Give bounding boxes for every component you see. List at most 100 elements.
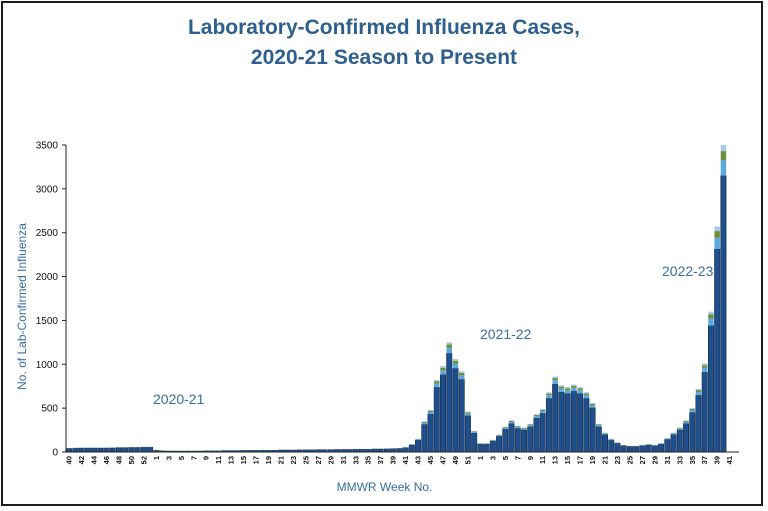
bar-segment [458, 379, 465, 453]
bar-segment [446, 353, 453, 453]
bar-segment [683, 423, 690, 453]
x-tick-label: 15 [239, 456, 248, 464]
y-tick-label: 3500 [36, 141, 59, 152]
bar-segment [533, 417, 540, 453]
bar-segment [489, 440, 496, 453]
bar-segment [708, 314, 714, 319]
chart-subtitle: 2020-21 Season to Present [250, 46, 518, 69]
bar-segment [670, 434, 677, 453]
bar-segment [471, 432, 478, 453]
x-tick-label: 5 [177, 456, 186, 460]
bar-segment [415, 439, 422, 453]
bar-segment [66, 448, 73, 453]
x-tick-label: 19 [264, 456, 273, 464]
x-tick-label: 52 [139, 456, 148, 464]
x-tick-label: 3 [164, 456, 173, 460]
bar-segment [452, 368, 459, 453]
bar-segment [508, 420, 515, 422]
bar-segment [702, 365, 708, 368]
bar-segment [689, 410, 695, 413]
bar-segment [670, 433, 677, 434]
bar-segment [421, 422, 428, 425]
bar-segment [564, 390, 571, 394]
x-tick-label: 41 [401, 456, 410, 464]
season-label-2022-23: 2022-23 [662, 263, 714, 279]
bar-segment [583, 398, 590, 453]
x-tick-label: 33 [351, 456, 360, 464]
bar-segment [440, 367, 446, 371]
bar-segment [677, 427, 683, 429]
x-tick-label: 17 [576, 456, 585, 464]
bar-segment [533, 416, 540, 419]
bar-segment [477, 443, 484, 453]
bar-segment [140, 447, 147, 453]
x-axis-label: MMWR Week No. [337, 480, 433, 494]
bar-segment [433, 387, 440, 453]
bar-segment [701, 372, 708, 453]
bar-segment [508, 421, 515, 422]
bar-segment [471, 432, 477, 434]
bar-segment [421, 424, 428, 453]
bar-segment [546, 393, 552, 396]
bar-segment [570, 390, 577, 453]
bar-segment [564, 393, 571, 453]
bar-segment [720, 151, 727, 161]
bar-segment [720, 175, 727, 453]
bar-segment [695, 388, 702, 391]
bar-segment [683, 422, 689, 424]
bar-segment [583, 393, 590, 396]
bar-segment [677, 428, 683, 430]
bar-segment [564, 388, 571, 391]
bar-segment [552, 378, 558, 381]
bar-segment [496, 434, 502, 436]
bar-segment [658, 443, 665, 453]
chart-title: Laboratory-Confirmed Influenza Cases, [187, 16, 581, 39]
x-tick-label: 29 [650, 456, 659, 464]
bar-segment [608, 439, 614, 441]
bar-segment [664, 438, 671, 440]
x-tick-label: 31 [339, 456, 348, 464]
x-tick-label: 11 [538, 456, 547, 464]
bar-segment [676, 429, 683, 453]
y-axis-label: No. of Lab-Confirmed Influenza [15, 223, 29, 390]
bar-segment [427, 409, 434, 411]
y-tick-label: 1000 [36, 360, 59, 371]
bar-segment [695, 394, 702, 453]
bar-segment [78, 447, 85, 453]
bar-segment [558, 386, 565, 389]
bar-segment [465, 413, 471, 416]
bar-segment [502, 427, 509, 430]
x-tick-label: 13 [551, 456, 560, 464]
bar-segment [683, 420, 689, 422]
bar-segment [589, 407, 596, 453]
x-tick-label: 33 [675, 456, 684, 464]
bar-segment [571, 387, 577, 392]
bar-segment [402, 447, 409, 453]
x-tick-label: 43 [414, 456, 423, 464]
x-tick-label: 7 [189, 456, 198, 460]
bar-segment [702, 367, 708, 373]
x-tick-label: 5 [501, 456, 510, 460]
bar-segment [427, 413, 434, 453]
bar-segment [440, 366, 446, 368]
y-tick-label: 2500 [36, 228, 59, 239]
x-tick-label: 50 [127, 456, 136, 464]
bar-segment [72, 447, 79, 453]
bar-segment [577, 388, 583, 391]
bar-segment [708, 311, 714, 315]
bar-segment [116, 447, 122, 453]
x-tick-label: 1 [476, 456, 485, 460]
y-tick-label: 0 [52, 448, 58, 459]
bar-segment [558, 391, 565, 453]
bar-segment [539, 409, 546, 412]
bar-segment [527, 424, 533, 426]
bar-segment [502, 427, 509, 428]
bar-segment [502, 426, 509, 428]
bar-segment [427, 412, 434, 415]
bar-segment [571, 384, 577, 386]
x-tick-label: 3 [488, 456, 497, 460]
x-tick-label: 23 [613, 456, 622, 464]
bar-segment [546, 395, 552, 399]
x-tick-label: 1 [152, 456, 161, 460]
